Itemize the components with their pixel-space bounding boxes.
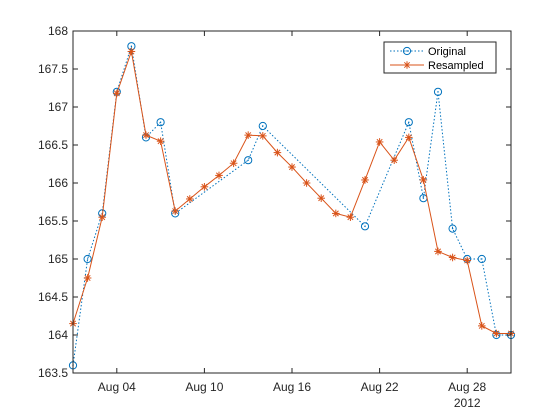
y-tick-label: 166.5 <box>38 138 68 152</box>
legend-marker-asterisk <box>403 61 411 69</box>
data-point-resampled <box>463 256 471 265</box>
data-point-original-dot <box>422 197 425 199</box>
data-point-resampled <box>113 89 121 98</box>
legend-box <box>383 41 497 74</box>
data-point-original <box>448 224 457 233</box>
data-point-resampled <box>244 131 252 139</box>
data-point-original <box>244 156 253 165</box>
plot-area <box>73 31 511 373</box>
y-tick-label: 164.5 <box>38 290 68 304</box>
series-layer <box>68 42 516 370</box>
legend-marker-circle <box>402 46 412 56</box>
x-tick-label: Aug 28 <box>448 380 486 394</box>
data-point-resampled <box>478 322 486 330</box>
data-point-resampled <box>317 194 325 202</box>
data-point-original-dot <box>86 258 89 260</box>
y-tick-label: 168 <box>48 24 68 38</box>
data-point-original-dot <box>130 45 133 47</box>
y-tick-label: 166 <box>48 176 68 190</box>
data-point-original <box>83 254 92 264</box>
legend: Original Resampled <box>383 41 497 74</box>
data-point-original-dot <box>247 159 249 161</box>
data-point-resampled <box>259 132 267 140</box>
data-point-original-dot <box>481 258 483 260</box>
data-point-original <box>404 118 413 127</box>
y-tick-label: 165 <box>48 252 68 266</box>
data-point-original-dot <box>437 91 439 93</box>
data-point-original <box>258 121 267 131</box>
legend-entry-original: Original <box>390 46 466 58</box>
x-tick-label: Aug 10 <box>185 380 223 394</box>
legend-label-resampled: Resampled <box>428 60 484 72</box>
data-point-resampled <box>390 156 398 164</box>
data-point-resampled <box>419 176 428 184</box>
data-point-resampled <box>375 138 384 146</box>
data-point-resampled <box>492 329 501 338</box>
data-point-resampled <box>302 179 311 187</box>
data-point-original-dot <box>364 225 366 228</box>
x-tick-label: Aug 04 <box>98 380 136 394</box>
y-tick-label: 163.5 <box>38 366 68 380</box>
data-point-resampled <box>332 209 340 218</box>
legend-swatch-marker-original <box>402 46 412 56</box>
series-resampled <box>69 47 515 338</box>
y-tick-label: 165.5 <box>38 214 68 228</box>
data-point-resampled <box>156 137 165 145</box>
x-tick-label: Aug 16 <box>273 380 311 394</box>
y-tick-label: 167 <box>48 100 68 114</box>
data-point-resampled <box>171 207 179 215</box>
data-point-resampled <box>346 213 355 221</box>
data-point-resampled <box>127 47 136 56</box>
data-point-resampled <box>229 159 238 168</box>
data-point-resampled <box>288 163 296 171</box>
data-point-resampled <box>215 171 223 180</box>
data-point-resampled <box>273 148 282 157</box>
data-point-original-dot <box>262 125 264 127</box>
legend-swatch-marker-resampled <box>403 61 411 69</box>
y-tick-label: 164 <box>48 328 68 342</box>
data-point-original-dot <box>159 121 162 123</box>
x-axis-year-label: 2012 <box>454 396 481 410</box>
x-tick-label: Aug 22 <box>361 380 399 394</box>
data-point-resampled <box>83 274 92 282</box>
data-point-resampled <box>448 253 457 262</box>
y-tick-label: 167.5 <box>38 62 68 76</box>
legend-marker-circle-dot <box>406 50 408 52</box>
data-point-resampled <box>361 176 369 184</box>
data-point-resampled <box>200 183 209 191</box>
data-point-original <box>156 118 165 127</box>
legend-entry-resampled: Resampled <box>390 60 484 72</box>
axis-layer: Aug 04 Aug 10 Aug 16 Aug 22 Aug 28 163.5 164 16… <box>38 24 511 394</box>
legend-label-original: Original <box>428 46 466 58</box>
data-point-original-dot <box>451 227 454 230</box>
data-point-original <box>433 87 443 96</box>
data-point-original <box>360 222 370 231</box>
data-point-resampled <box>142 131 150 139</box>
data-point-resampled <box>405 133 413 142</box>
data-point-resampled <box>98 213 106 221</box>
data-point-original <box>477 254 486 264</box>
data-point-resampled <box>186 195 194 203</box>
data-point-resampled <box>434 247 442 256</box>
data-point-original-dot <box>408 121 410 123</box>
